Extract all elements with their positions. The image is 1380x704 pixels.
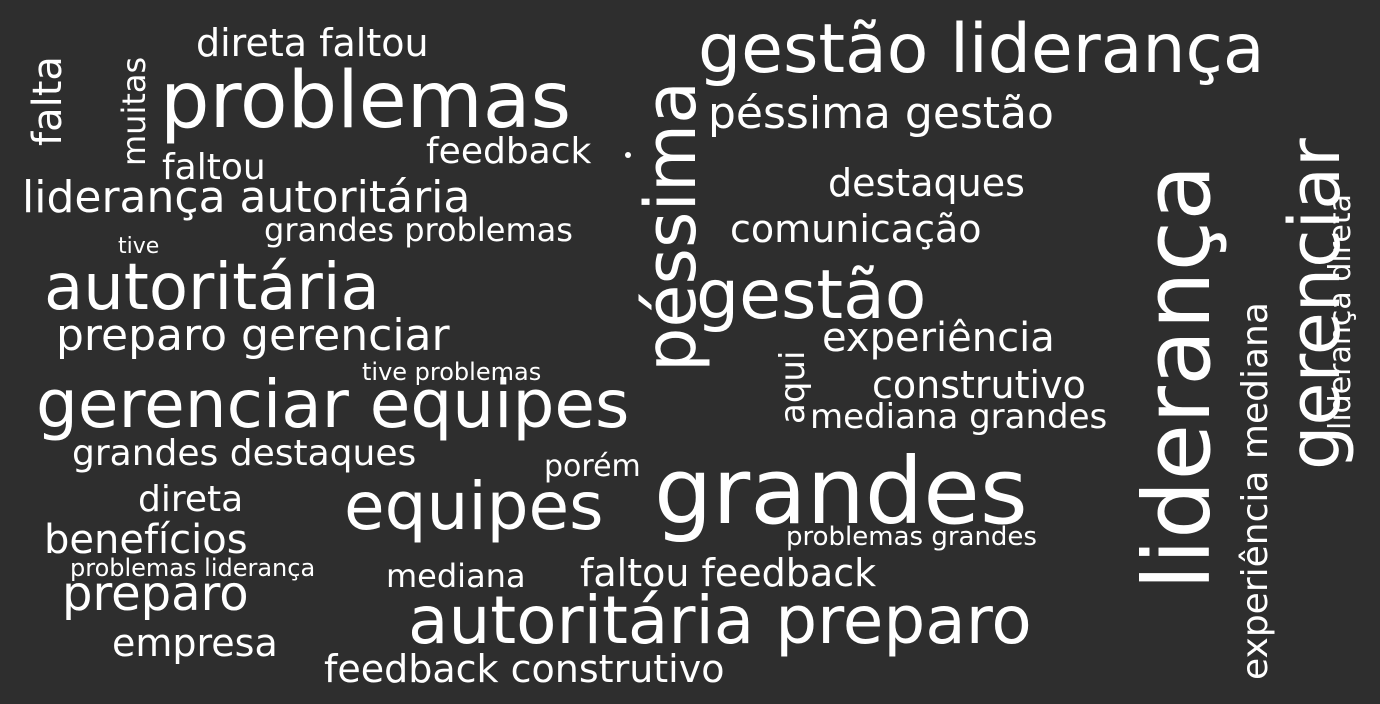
- word-gestao: gestão: [696, 256, 927, 335]
- word-feedback-construtivo: feedback construtivo: [324, 647, 725, 691]
- word-experiencia-mediana: experiência mediana: [1235, 302, 1276, 680]
- word-tive: tive: [118, 234, 160, 259]
- word-grandes: grandes: [654, 438, 1028, 545]
- word-muitas: muitas: [115, 56, 153, 166]
- word-aqui: aqui: [773, 350, 813, 424]
- word-faltou: faltou: [162, 147, 266, 188]
- word-problemas-lideranca: problemas liderança: [70, 554, 316, 582]
- word-direta: direta: [138, 479, 244, 520]
- word-porem: porém: [544, 449, 641, 484]
- word-feedback: feedback: [426, 131, 592, 172]
- word-preparo: preparo: [62, 566, 249, 622]
- word-construtivo: construtivo: [872, 363, 1086, 407]
- word-autoritaria: autoritária: [44, 251, 380, 325]
- word-beneficios: benefícios: [44, 517, 248, 563]
- word-gestao-lideranca: gestão liderança: [698, 10, 1265, 89]
- word-preparo-gerenciar: preparo gerenciar: [56, 310, 450, 361]
- word-lideranca-autoritaria: liderança autoritária: [22, 172, 471, 223]
- word-gerenciar-equipes: gerenciar equipes: [36, 366, 630, 443]
- word-problemas: problemas: [160, 56, 572, 146]
- word-tive-problemas: tive problemas: [362, 358, 542, 386]
- dot-mark: [625, 152, 631, 158]
- word-comunicacao: comunicação: [730, 207, 982, 251]
- word-experiencia: experiência: [822, 315, 1055, 361]
- word-pessima: péssima: [630, 81, 712, 372]
- word-pessima-gestao: péssima gestão: [708, 88, 1054, 139]
- word-mediana: mediana: [386, 557, 526, 595]
- word-grandes-destaques: grandes destaques: [72, 433, 417, 474]
- word-faltou-feedback: faltou feedback: [580, 551, 877, 595]
- word-autoritaria-preparo: autoritária preparo: [408, 582, 1032, 659]
- word-lideranca: liderança: [1124, 164, 1231, 590]
- word-empresa: empresa: [112, 621, 278, 665]
- word-destaques: destaques: [828, 161, 1025, 205]
- word-equipes: equipes: [344, 468, 604, 545]
- word-direta-faltou: direta faltou: [196, 21, 429, 65]
- word-problemas-grandes: problemas grandes: [786, 522, 1037, 552]
- word-mediana-grandes: mediana grandes: [810, 397, 1108, 437]
- word-falta: falta: [25, 56, 71, 146]
- word-grandes-problemas: grandes problemas: [264, 211, 573, 249]
- word-lideranca-direta: liderança direta: [1323, 194, 1358, 430]
